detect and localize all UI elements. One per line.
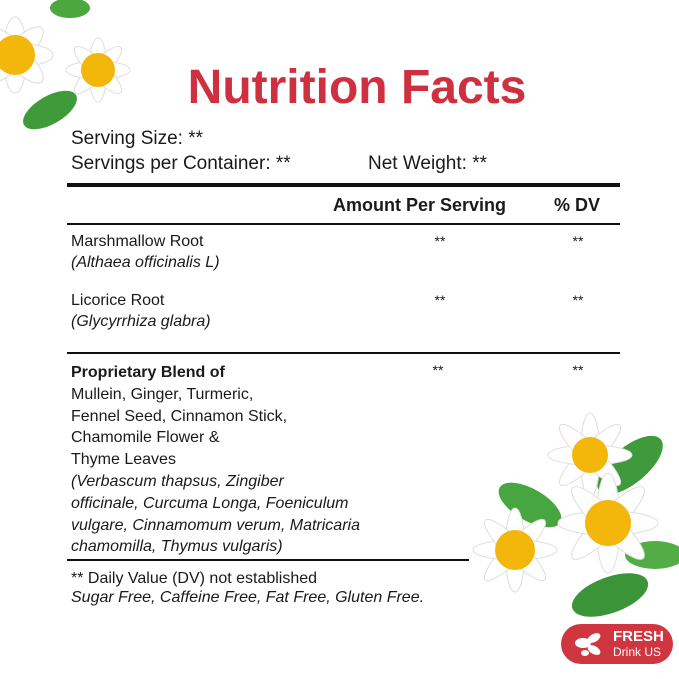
chamomile-flowers-bottom-right-decoration (472, 412, 679, 617)
blend-latin: chamomilla, Thymus vulgaris) (71, 538, 283, 556)
flower-logo-icon (575, 633, 601, 656)
footnote: ** Daily Value (DV) not established (71, 570, 318, 587)
thick-divider (67, 183, 620, 187)
blend-amount: ** (432, 362, 444, 378)
blend-latin: officinale, Curcuma Longa, Foeniculum (71, 494, 349, 512)
blend-line: Fennel Seed, Cinnamon Stick, (71, 407, 288, 425)
chamomile-flowers-top-left-decoration (0, 0, 131, 130)
badge-line2: Drink US (613, 645, 662, 659)
divider (67, 352, 620, 354)
blend-latin: vulgare, Cinnamomum verum, Matricaria (71, 516, 360, 534)
blend-line: Thyme Leaves (71, 451, 176, 469)
badge-line1: FRESH (613, 628, 664, 645)
brand-badge: FRESH Drink US (561, 624, 673, 664)
serving-size: Serving Size: ** (71, 128, 204, 149)
blend-line: Mullein, Ginger, Turmeric, (71, 385, 254, 403)
divider (67, 559, 469, 561)
blend-line: Chamomile Flower & (71, 429, 220, 447)
row-dv: ** (572, 292, 584, 308)
header-amount: Amount Per Serving (333, 195, 507, 215)
divider (67, 223, 620, 225)
blend-title: Proprietary Blend of (71, 364, 225, 381)
servings-per-container: Servings per Container: ** (71, 153, 291, 174)
row-amount: ** (434, 292, 446, 308)
row-name: Licorice Root (71, 292, 165, 309)
page-title: Nutrition Facts (187, 61, 527, 114)
blend-dv: ** (572, 362, 584, 378)
row-latin: (Glycyrrhiza glabra) (71, 313, 211, 330)
row-amount: ** (434, 233, 446, 249)
header-dv: % DV (554, 195, 601, 215)
row-latin: (Althaea officinalis L) (71, 254, 220, 271)
proprietary-blend: Proprietary Blend of Mullein, Ginger, Tu… (71, 362, 471, 558)
row-name: Marshmallow Root (71, 233, 204, 250)
net-weight: Net Weight: ** (368, 153, 487, 174)
blend-latin: (Verbascum thapsus, Zingiber (71, 472, 284, 490)
row-dv: ** (572, 233, 584, 249)
claims: Sugar Free, Caffeine Free, Fat Free, Glu… (71, 589, 425, 606)
